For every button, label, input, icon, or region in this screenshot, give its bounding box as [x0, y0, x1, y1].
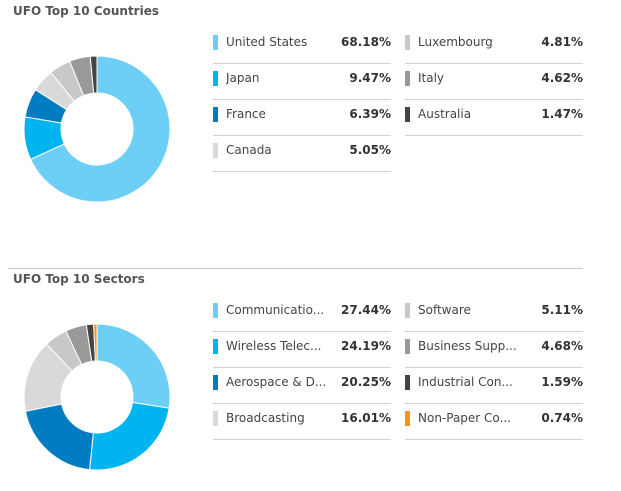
countries-legend-value: 5.05%	[349, 143, 391, 157]
countries-legend-swatch	[213, 107, 218, 122]
countries-legend-item: Italy 4.62%	[405, 64, 583, 100]
sectors-legend-label: Aerospace & D...	[226, 375, 327, 389]
countries-legend-value: 68.18%	[341, 35, 391, 49]
sectors-legend-value: 16.01%	[341, 411, 391, 425]
countries-panel: UFO Top 10 Countries United States 68.18%…	[13, 4, 583, 203]
sectors-legend-value: 27.44%	[341, 303, 391, 317]
sectors-donut-chart	[23, 323, 171, 471]
countries-legend-swatch	[213, 143, 218, 158]
sectors-slice	[96, 323, 171, 409]
sectors-legend-value: 5.11%	[541, 303, 583, 317]
countries-slice	[29, 55, 171, 203]
sectors-legend-swatch	[405, 411, 410, 426]
sectors-slice	[24, 403, 94, 471]
sectors-legend-left: Communicatio... 27.44% Wireless Telec... 24…	[213, 296, 391, 440]
sectors-legend-item: Broadcasting 16.01%	[213, 404, 391, 440]
countries-legend-item: United States 68.18%	[213, 28, 391, 64]
countries-legend-label: Luxembourg	[418, 35, 493, 49]
sectors-legend-item: Aerospace & D... 20.25%	[213, 368, 391, 404]
sectors-legend-item: Software 5.11%	[405, 296, 583, 332]
sectors-slice	[93, 323, 98, 362]
sectors-legend-value: 0.74%	[541, 411, 583, 425]
countries-legend-label: Japan	[226, 71, 260, 85]
sectors-legend-swatch	[213, 375, 218, 390]
sectors-legend-item: Wireless Telec... 24.19%	[213, 332, 391, 368]
countries-legend-left: United States 68.18% Japan 9.47% France 6.39%…	[213, 28, 391, 172]
countries-legend-value: 6.39%	[349, 107, 391, 121]
sectors-legend-right: Software 5.11% Business Supp... 4.68% Indust…	[405, 296, 583, 440]
countries-legend-item: Japan 9.47%	[213, 64, 391, 100]
countries-legend-value: 4.62%	[541, 71, 583, 85]
sectors-legend-value: 1.59%	[541, 375, 583, 389]
sectors-legend-swatch	[405, 375, 410, 390]
countries-legend-swatch	[213, 71, 218, 86]
countries-legend-label: Italy	[418, 71, 445, 85]
sectors-legend-label: Wireless Telec...	[226, 339, 322, 353]
sectors-legend-swatch	[405, 339, 410, 354]
sectors-panel: UFO Top 10 Sectors Communicatio... 27.44%…	[0, 268, 621, 491]
sectors-legend-swatch	[213, 411, 218, 426]
countries-legend-value: 9.47%	[349, 71, 391, 85]
countries-legend-swatch	[405, 107, 410, 122]
sectors-slice	[89, 401, 170, 471]
sectors-legend-label: Communicatio...	[226, 303, 325, 317]
sectors-legend-swatch	[213, 339, 218, 354]
sectors-legend-value: 24.19%	[341, 339, 391, 353]
sectors-legend-swatch	[405, 303, 410, 318]
sectors-legend-label: Business Supp...	[418, 339, 517, 353]
sectors-legend-item: Industrial Con... 1.59%	[405, 368, 583, 404]
countries-legend-swatch	[213, 35, 218, 50]
countries-donut-chart	[23, 55, 171, 203]
countries-legend-swatch	[405, 71, 410, 86]
countries-legend-label: United States	[226, 35, 308, 49]
sectors-legend-label: Industrial Con...	[418, 375, 513, 389]
countries-legend-label: Canada	[226, 143, 272, 157]
countries-legend-label: France	[226, 107, 266, 121]
countries-legend-item: Canada 5.05%	[213, 136, 391, 172]
sectors-legend-swatch	[213, 303, 218, 318]
countries-title: UFO Top 10 Countries	[13, 4, 159, 18]
sectors-legend-item: Business Supp... 4.68%	[405, 332, 583, 368]
countries-legend-label: Australia	[418, 107, 472, 121]
countries-legend-item: Luxembourg 4.81%	[405, 28, 583, 64]
sectors-legend-value: 4.68%	[541, 339, 583, 353]
sectors-legend-label: Software	[418, 303, 471, 317]
countries-legend-right: Luxembourg 4.81% Italy 4.62% Australia 1.47%	[405, 28, 583, 136]
sectors-legend-item: Non-Paper Co... 0.74%	[405, 404, 583, 440]
countries-legend-item: France 6.39%	[213, 100, 391, 136]
countries-legend-value: 4.81%	[541, 35, 583, 49]
countries-legend-swatch	[405, 35, 410, 50]
countries-slice	[89, 55, 98, 94]
countries-legend-value: 1.47%	[541, 107, 583, 121]
sectors-title: UFO Top 10 Sectors	[13, 272, 145, 286]
sectors-legend-label: Broadcasting	[226, 411, 305, 425]
sectors-legend-label: Non-Paper Co...	[418, 411, 512, 425]
section-divider	[8, 268, 583, 269]
countries-legend-item: Australia 1.47%	[405, 100, 583, 136]
sectors-legend-item: Communicatio... 27.44%	[213, 296, 391, 332]
sectors-legend-value: 20.25%	[341, 375, 391, 389]
